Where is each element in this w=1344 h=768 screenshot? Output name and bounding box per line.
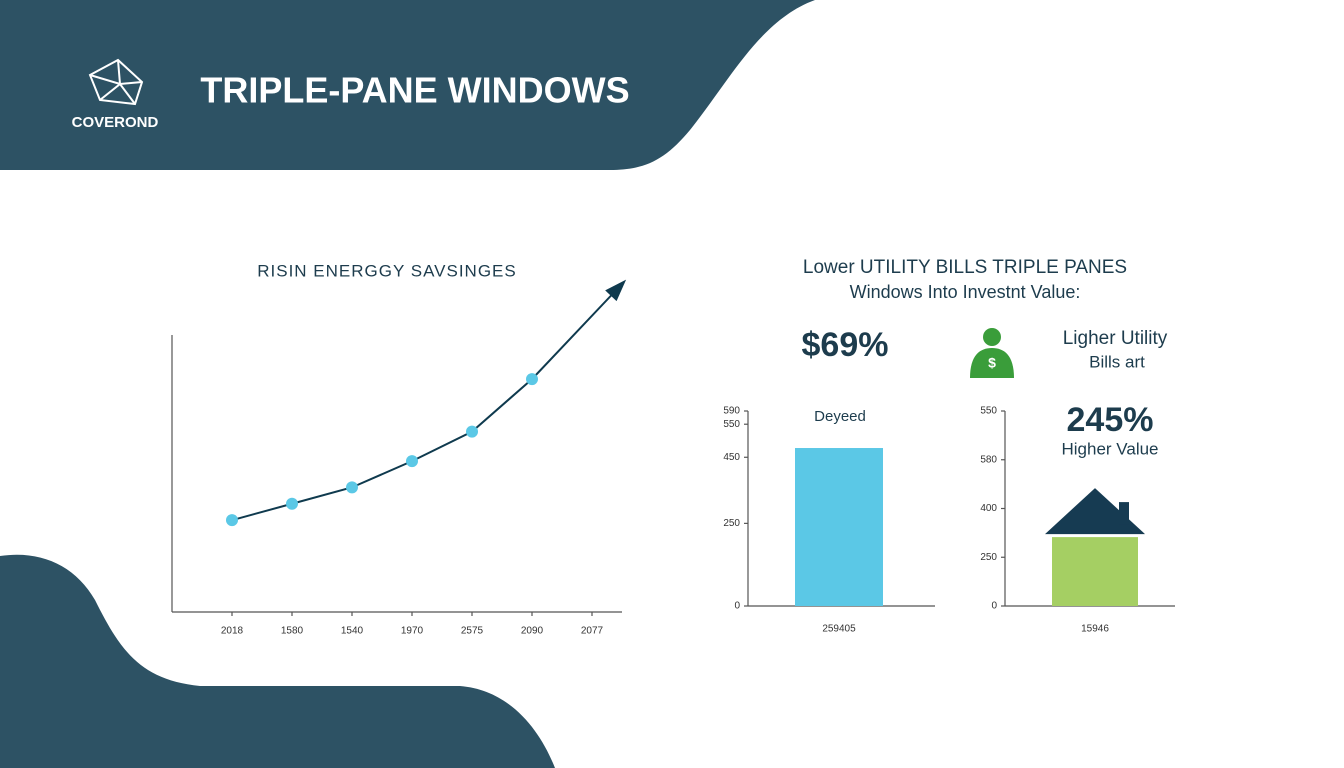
header-band bbox=[0, 0, 815, 170]
y-tick-label: 0 bbox=[734, 601, 740, 612]
line-marker bbox=[466, 425, 478, 438]
x-tick-label: 2090 bbox=[521, 626, 544, 637]
chart-title: RISIN ENERGGY SAVSINGES bbox=[257, 261, 517, 280]
x-tick-label: 259405 bbox=[822, 624, 856, 635]
brand: COVEROND bbox=[72, 114, 159, 131]
stat-note: Ligher Utility bbox=[1063, 328, 1168, 349]
chart-subtitle: Higher Value bbox=[1061, 439, 1158, 458]
panel-heading: Windows Into Investnt Value: bbox=[850, 282, 1081, 302]
bar bbox=[1052, 537, 1138, 606]
panel-heading: Lower UTILITY BILLS TRIPLE PANES bbox=[803, 257, 1127, 278]
corner-blob bbox=[0, 554, 555, 768]
house-roof bbox=[1045, 488, 1145, 535]
y-tick-label: 0 bbox=[991, 601, 997, 612]
y-tick-label: 250 bbox=[980, 552, 997, 563]
x-tick-label: 15946 bbox=[1081, 624, 1109, 635]
x-tick-label: 2077 bbox=[581, 626, 604, 637]
line-marker bbox=[226, 514, 238, 527]
y-tick-label: 590 bbox=[723, 406, 740, 417]
line-marker bbox=[406, 455, 418, 468]
svg-text:$: $ bbox=[988, 355, 996, 371]
x-tick-label: 1540 bbox=[341, 626, 364, 637]
x-tick-label: 2575 bbox=[461, 626, 484, 637]
y-tick-label: 400 bbox=[980, 503, 997, 514]
house-chimney bbox=[1119, 502, 1129, 525]
line-marker bbox=[526, 373, 538, 386]
line-marker bbox=[346, 481, 358, 494]
y-tick-label: 450 bbox=[723, 452, 740, 463]
y-tick-label: 250 bbox=[723, 518, 740, 529]
page-title: TRIPLE-PANE WINDOWS bbox=[200, 70, 629, 111]
bar bbox=[795, 448, 883, 606]
y-tick-label: 550 bbox=[980, 406, 997, 417]
line-series bbox=[231, 283, 623, 522]
x-tick-label: 2018 bbox=[221, 626, 244, 637]
chart-title: Deyeed bbox=[814, 408, 866, 425]
y-tick-label: 550 bbox=[723, 419, 740, 430]
x-tick-label: 1970 bbox=[401, 626, 424, 637]
stat: $69% bbox=[802, 326, 889, 364]
stat-note: Bills art bbox=[1089, 352, 1145, 371]
money-icon: $ bbox=[970, 328, 1014, 378]
arrow-head bbox=[605, 279, 627, 302]
x-tick-label: 1580 bbox=[281, 626, 304, 637]
line-marker bbox=[286, 497, 298, 510]
logo-icon bbox=[88, 58, 144, 106]
chart-title: 245% bbox=[1067, 401, 1154, 439]
y-tick-label: 580 bbox=[980, 454, 997, 465]
